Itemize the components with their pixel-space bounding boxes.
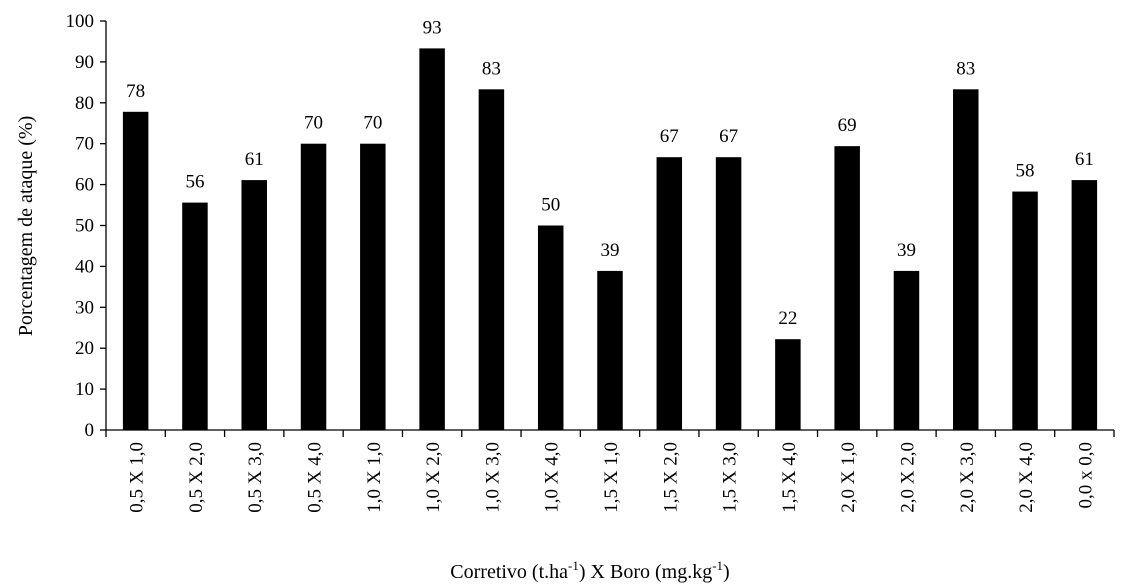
x-axis-title-part-b: ) X Boro (mg.kg — [579, 561, 712, 583]
data-label: 70 — [304, 113, 323, 134]
bar — [893, 270, 920, 430]
x-tick-label: 2,0 X 3,0 — [957, 442, 978, 513]
x-axis-title: Corretivo (t.ha-1) X Boro (mg.kg-1) — [450, 558, 729, 583]
y-tick-label: 40 — [75, 256, 94, 277]
data-label: 39 — [601, 240, 620, 261]
bar — [419, 48, 445, 430]
x-tick-label: 1,0 X 3,0 — [482, 442, 503, 513]
y-tick-label: 50 — [75, 216, 94, 237]
bars — [122, 48, 1098, 431]
bar — [775, 339, 801, 430]
x-tick-label: 1,5 X 3,0 — [720, 442, 741, 513]
bar — [597, 270, 623, 430]
data-label: 22 — [778, 308, 797, 329]
x-tick-label: 2,0 X 4,0 — [1016, 442, 1037, 513]
y-tick-label: 30 — [75, 297, 94, 318]
x-tick-label: 1,0 X 1,0 — [364, 442, 385, 513]
data-label: 70 — [363, 113, 382, 134]
bar — [953, 89, 979, 430]
x-tick-label: 0,5 X 2,0 — [186, 442, 207, 513]
x-tick-label: 1,0 X 4,0 — [542, 442, 563, 513]
y-tick-label: 100 — [66, 11, 95, 32]
data-label: 78 — [126, 81, 145, 102]
data-label: 93 — [423, 17, 442, 38]
x-tick-label: 0,5 X 4,0 — [305, 442, 326, 513]
bar — [656, 157, 683, 430]
data-label: 69 — [838, 115, 857, 136]
bar — [1012, 191, 1038, 430]
bar — [478, 89, 505, 430]
x-tick-label: 1,5 X 1,0 — [601, 442, 622, 513]
bar — [715, 157, 742, 430]
bar — [182, 202, 208, 430]
x-tick-label: 0,5 X 3,0 — [245, 442, 266, 513]
data-label: 61 — [245, 149, 264, 170]
bar — [1071, 180, 1098, 430]
y-tick-label: 60 — [75, 175, 94, 196]
data-label: 39 — [897, 240, 916, 261]
bar — [122, 111, 149, 430]
y-tick-label: 10 — [75, 379, 94, 400]
bar — [537, 225, 564, 430]
x-tick-label: 1,0 X 2,0 — [423, 442, 444, 513]
y-tick-label: 70 — [75, 134, 94, 155]
x-tick-label: 1,5 X 4,0 — [779, 442, 800, 513]
x-axis-title-part-a: Corretivo (t.ha — [450, 561, 568, 583]
data-label: 83 — [956, 58, 975, 79]
x-axis-title-sup-a: -1 — [568, 558, 579, 573]
data-labels: 78 56 61 70 70 93 83 50 39 67 67 22 69 39 83 58 61 — [126, 17, 1094, 329]
data-label: 58 — [1016, 161, 1035, 182]
y-tick-label: 20 — [75, 338, 94, 359]
bar — [834, 146, 860, 431]
x-tick-label: 2,0 X 1,0 — [838, 442, 859, 513]
x-axis: 0,5 X 1,0 0,5 X 2,0 0,5 X 3,0 0,5 X 4,0 1,0 … — [105, 429, 1115, 513]
data-label: 67 — [660, 126, 679, 147]
y-axis-title: Porcentagem de ataque (%) — [15, 116, 37, 336]
x-tick-label: 1,5 X 2,0 — [660, 442, 681, 513]
data-label: 50 — [541, 195, 560, 216]
data-label: 67 — [719, 126, 738, 147]
y-tick-label: 80 — [75, 93, 94, 114]
x-axis-title-sup-b: -1 — [712, 558, 723, 573]
bar — [241, 180, 267, 430]
y-tick-label: 90 — [75, 52, 94, 73]
data-label: 61 — [1075, 149, 1094, 170]
y-axis: 0 10 20 30 40 50 60 70 80 90 100 — [66, 11, 107, 441]
x-tick-label: 0,5 X 1,0 — [127, 442, 148, 513]
x-tick-label: 0,0 x 0,0 — [1075, 442, 1096, 509]
y-tick-label: 0 — [85, 420, 95, 441]
x-axis-title-part-c: ) — [723, 561, 730, 583]
data-label: 83 — [482, 58, 501, 79]
x-tick-label: 2,0 X 2,0 — [897, 442, 918, 513]
bar — [300, 143, 327, 430]
bar — [360, 143, 386, 430]
data-label: 56 — [185, 172, 204, 193]
